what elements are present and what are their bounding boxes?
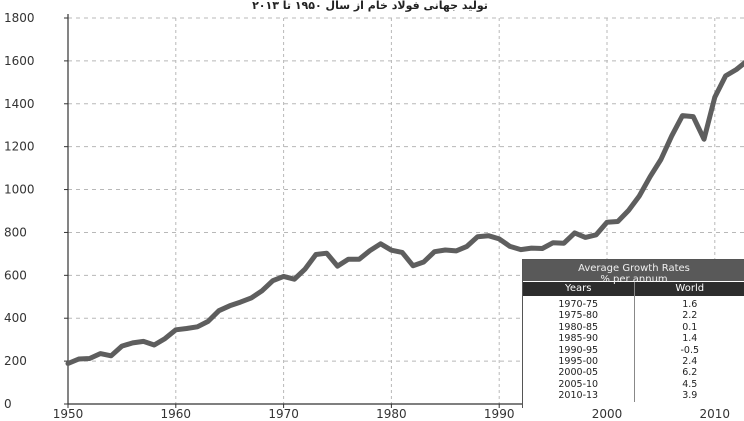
y-tick-label: 400 — [4, 311, 27, 325]
growth-table-world-cell: 1.4 — [682, 333, 698, 345]
chart-title: تولید جهانی فولاد خام از سال ۱۹۵۰ تا ۲۰۱… — [252, 0, 488, 12]
growth-table-body: 1970-75 1975-80 1980-85 1985-90 1990-95 1995-… — [523, 296, 744, 402]
y-tick-label: 1200 — [4, 140, 35, 154]
growth-table-world-cell: 3.9 — [682, 390, 698, 402]
x-tick-label: 1950 — [53, 407, 84, 421]
growth-table-year-cell: 1980-85 — [558, 321, 599, 333]
growth-table-year-cell: 1985-90 — [558, 333, 599, 345]
x-tick-label: 1960 — [161, 407, 192, 421]
growth-rates-table: Average Growth Rates % per annum Years W… — [522, 259, 744, 408]
growth-table-title-line2: % per annum — [600, 274, 668, 285]
growth-table-world-column: 1.6 2.2 0.1 1.4 -0.5 2.4 6.2 4.5 3.9 — [635, 296, 744, 402]
y-tick-label: 1400 — [4, 97, 35, 111]
growth-table-world-cell: 0.1 — [682, 321, 698, 333]
growth-table-year-cell: 2005-10 — [558, 378, 599, 390]
growth-table-years-column: 1970-75 1975-80 1980-85 1985-90 1990-95 1995-… — [523, 296, 635, 402]
growth-table-year-cell: 2000-05 — [558, 367, 599, 379]
growth-table-world-cell: 6.2 — [682, 367, 698, 379]
growth-table-header-years: Years — [523, 282, 635, 296]
growth-table-year-cell: 1975-80 — [558, 310, 599, 322]
steel-production-line — [65, 60, 744, 366]
y-tick-label: 800 — [4, 225, 27, 239]
x-tick-label: 1990 — [484, 407, 515, 421]
x-tick-label: 2010 — [700, 407, 731, 421]
x-tick-label: 1980 — [376, 407, 407, 421]
growth-table-world-cell: 1.6 — [682, 299, 698, 310]
growth-table-world-cell: 4.5 — [682, 378, 698, 390]
growth-table-year-cell: 1970-75 — [558, 299, 599, 310]
y-tick-label: 1800 — [4, 11, 35, 25]
y-tick-label: 1000 — [4, 183, 35, 197]
growth-table-year-cell: 1995-00 — [558, 355, 599, 367]
growth-table-title: Average Growth Rates % per annum — [523, 260, 744, 285]
growth-table-year-cell: 1990-95 — [558, 344, 599, 356]
growth-table-world-cell: 2.4 — [682, 355, 698, 367]
y-tick-label: 600 — [4, 268, 27, 282]
growth-table-header-world: World — [675, 283, 705, 294]
growth-table-world-cell: -0.5 — [680, 344, 700, 356]
y-tick-label: 0 — [4, 397, 12, 411]
growth-table-world-cell: 2.2 — [682, 310, 698, 322]
growth-table-header: Years World — [523, 282, 744, 296]
growth-table-year-cell: 2010-13 — [558, 390, 599, 402]
x-tick-label: 1970 — [268, 407, 299, 421]
x-tick-label: 2000 — [592, 407, 623, 421]
y-tick-label: 200 — [4, 354, 27, 368]
growth-table-title-line1: Average Growth Rates — [578, 263, 690, 274]
y-tick-label: 1600 — [4, 54, 35, 68]
